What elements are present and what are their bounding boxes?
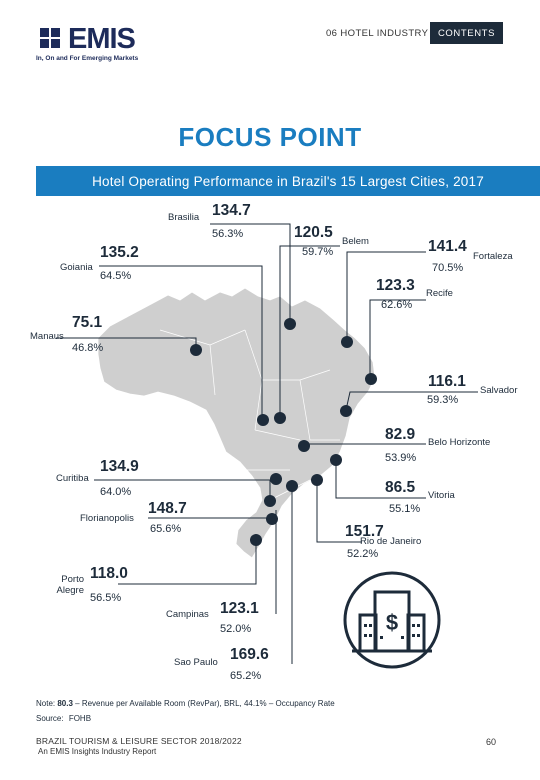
city-occupancy-belo-horizonte: 53.9%: [385, 452, 417, 464]
city-name-porto-alegre: Porto Alegre: [56, 574, 84, 596]
city-occupancy-salvador: 59.3%: [427, 394, 459, 406]
logo-tagline: In, On and For Emerging Markets: [36, 55, 139, 62]
city-revpar-porto-alegre: 118.0: [90, 565, 128, 582]
marker-rio-de-janeiro: [311, 474, 323, 486]
city-occupancy-rio-de-janeiro: 52.2%: [347, 548, 379, 560]
marker-belo-horizonte: [298, 440, 310, 452]
footer-report-subtitle: An EMIS Insights Industry Report: [38, 747, 157, 756]
marker-manaus: [190, 344, 202, 356]
city-occupancy-fortaleza: 70.5%: [432, 262, 464, 274]
section-label: 06 HOTEL INDUSTRY: [326, 28, 429, 39]
marker-goiania: [257, 414, 269, 426]
chart-banner: Hotel Operating Performance in Brazil's …: [36, 166, 540, 196]
city-revpar-curitiba: 134.9: [100, 458, 139, 475]
marker-curitiba: [264, 495, 276, 507]
marker-porto-alegre: [250, 534, 262, 546]
city-occupancy-campinas: 52.0%: [220, 623, 252, 635]
logo-squares-icon: [40, 28, 62, 50]
note-example-value: 80.3: [57, 699, 73, 708]
city-name-florianopolis: Florianopolis: [80, 513, 134, 524]
city-name-belo-horizonte: Belo Horizonte: [428, 437, 491, 448]
marker-brasilia: [274, 412, 286, 424]
city-revpar-belem: 120.5: [294, 224, 333, 241]
marker-belem: [284, 318, 296, 330]
leader-lines: [56, 223, 478, 664]
city-revpar-belo-horizonte: 82.9: [385, 426, 416, 443]
city-name-goiania: Goiania: [60, 262, 93, 273]
city-name-fortaleza: Fortaleza: [473, 251, 513, 262]
note-text: – Revenue per Available Room (RevPar), B…: [72, 699, 335, 708]
city-revpar-fortaleza: 141.4: [428, 238, 467, 255]
city-name-campinas: Campinas: [166, 609, 209, 620]
source-label: Source:: [36, 714, 64, 723]
marker-fortaleza: [341, 336, 353, 348]
footer-report-title: BRAZIL TOURISM & LEISURE SECTOR 2018/202…: [36, 736, 242, 746]
city-occupancy-manaus: 46.8%: [72, 342, 104, 354]
city-revpar-recife: 123.3: [376, 277, 415, 294]
city-occupancy-sao-paulo: 65.2%: [230, 670, 262, 682]
city-revpar-campinas: 123.1: [220, 600, 259, 617]
city-occupancy-curitiba: 64.0%: [100, 486, 132, 498]
hotel-building-icon: $: [343, 571, 441, 669]
city-name-manaus: Manaus: [30, 331, 64, 342]
marker-campinas: [270, 473, 282, 485]
svg-text:$: $: [386, 610, 398, 635]
city-revpar-florianopolis: 148.7: [148, 500, 187, 517]
city-revpar-goiania: 135.2: [100, 244, 139, 261]
contents-button[interactable]: CONTENTS: [430, 22, 503, 44]
marker-recife: [365, 373, 377, 385]
source: Source: FOHB: [36, 714, 91, 723]
marker-florianopolis: [266, 513, 278, 525]
page-title: FOCUS POINT: [178, 122, 362, 152]
source-value: FOHB: [68, 714, 92, 723]
city-occupancy-vitoria: 55.1%: [389, 503, 421, 515]
marker-vitoria: [330, 454, 342, 466]
marker-sao-paulo: [286, 480, 298, 492]
city-name-belem: Belem: [342, 236, 369, 247]
city-occupancy-florianopolis: 65.6%: [150, 523, 182, 535]
city-name-brasilia: Brasilia: [168, 212, 200, 223]
marker-salvador: [340, 405, 352, 417]
note-prefix: Note:: [36, 699, 58, 708]
city-name-sao-paulo: Sao Paulo: [174, 657, 218, 668]
city-name-vitoria: Vitoria: [428, 490, 455, 501]
logo-text: EMIS: [68, 23, 136, 55]
city-revpar-sao-paulo: 169.6: [230, 646, 269, 663]
city-revpar-manaus: 75.1: [72, 314, 103, 331]
city-name-rio-de-janeiro: Rio de Janeiro: [360, 536, 422, 547]
city-name-curitiba: Curitiba: [56, 473, 89, 484]
city-occupancy-porto-alegre: 56.5%: [90, 592, 122, 604]
city-occupancy-brasilia: 56.3%: [212, 228, 244, 240]
city-revpar-rio-de-janeiro: 151.7: [345, 523, 384, 540]
city-occupancy-recife: 62.6%: [381, 299, 413, 311]
city-revpar-brasilia: 134.7: [212, 202, 251, 219]
city-markers: [190, 318, 377, 546]
city-revpar-vitoria: 86.5: [385, 479, 416, 496]
city-revpar-salvador: 116.1: [428, 373, 466, 390]
page-number: 60: [486, 737, 497, 747]
city-name-salvador: Salvador: [480, 385, 518, 396]
city-occupancy-goiania: 64.5%: [100, 270, 132, 282]
note: Note: 80.3 – Revenue per Available Room …: [36, 699, 335, 708]
emis-logo[interactable]: EMIS In, On and For Emerging Markets: [36, 24, 146, 68]
city-occupancy-belem: 59.7%: [302, 246, 334, 258]
city-name-recife: Recife: [426, 288, 453, 299]
